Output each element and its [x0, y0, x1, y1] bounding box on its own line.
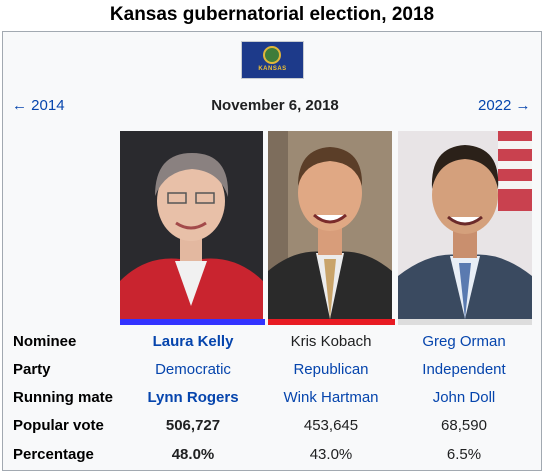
state-seal-icon — [263, 46, 281, 64]
nominee-link-kelly[interactable]: Laura Kelly — [152, 333, 234, 350]
next-election-label[interactable]: 2022 → — [478, 97, 531, 114]
nominee-link-orman[interactable]: Greg Orman — [422, 333, 506, 350]
percentage-kelly: 48.0% — [171, 446, 215, 463]
percentage-kobach: 43.0% — [309, 446, 353, 463]
election-date: November 6, 2018 — [211, 97, 339, 114]
row-label-party: Party — [13, 361, 51, 378]
candidate-photo-kelly[interactable] — [120, 131, 263, 319]
row-label-nominee: Nominee — [13, 333, 77, 350]
party-color-bar-independent — [398, 319, 532, 325]
candidate-photo-orman[interactable] — [398, 131, 532, 319]
previous-election-link[interactable]: ← 2014 — [12, 97, 65, 114]
running-mate-link-doll[interactable]: John Doll — [432, 389, 496, 406]
row-label-popular-vote: Popular vote — [13, 417, 104, 434]
running-mate-link-rogers[interactable]: Lynn Rogers — [147, 389, 239, 406]
party-link-independent[interactable]: Independent — [422, 361, 506, 378]
party-link-democratic[interactable]: Democratic — [155, 361, 231, 378]
candidate-photo-kobach[interactable] — [268, 131, 392, 319]
previous-election-label[interactable]: ← 2014 — [12, 97, 65, 114]
running-mate-link-hartman[interactable]: Wink Hartman — [283, 389, 379, 406]
nominee-kobach[interactable]: Kris Kobach — [290, 333, 372, 350]
party-link-republican[interactable]: Republican — [293, 361, 369, 378]
row-label-percentage: Percentage — [13, 446, 94, 463]
percentage-orman: 6.5% — [446, 446, 482, 463]
popular-vote-kobach: 453,645 — [303, 417, 359, 434]
popular-vote-kelly: 506,727 — [165, 417, 221, 434]
row-label-running-mate: Running mate — [13, 389, 113, 406]
next-election-link[interactable]: 2022 → — [478, 97, 531, 114]
kansas-flag-icon[interactable]: KANSAS — [241, 41, 304, 79]
party-color-bar-democratic — [120, 319, 265, 325]
infobox-title: Kansas gubernatorial election, 2018 — [109, 4, 435, 25]
party-color-bar-republican — [268, 319, 395, 325]
flag-text: KANSAS — [258, 66, 287, 72]
popular-vote-orman: 68,590 — [441, 417, 487, 434]
